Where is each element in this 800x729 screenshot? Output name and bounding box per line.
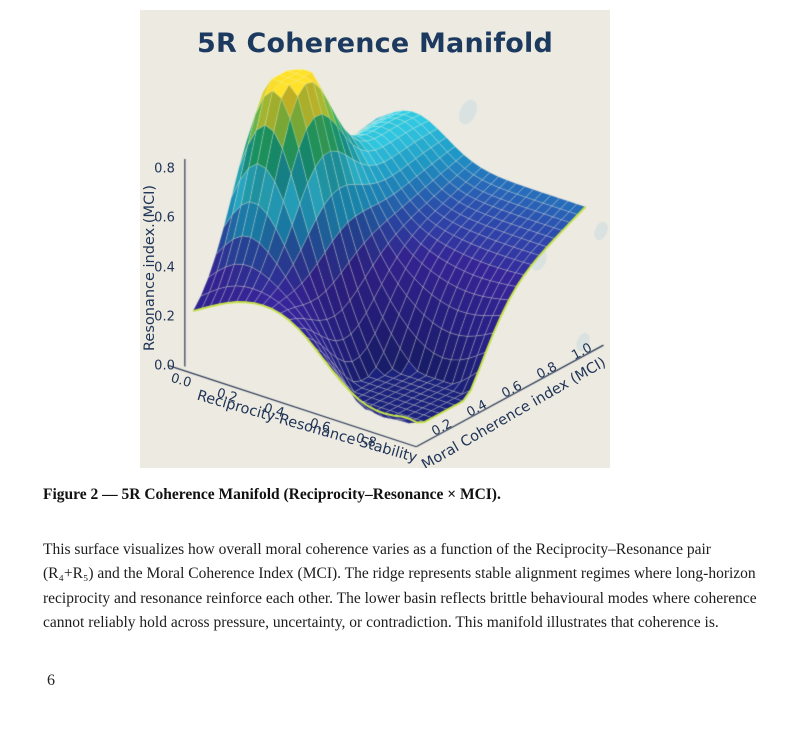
- figure-caption: Figure 2 — 5R Coherence Manifold (Recipr…: [43, 486, 501, 503]
- figure-title: 5R Coherence Manifold: [196, 28, 554, 59]
- z-tick-label: 0.6: [154, 210, 175, 226]
- body-paragraph: This surface visualizes how overall mora…: [43, 541, 757, 632]
- z-tick-label: 0.4: [154, 260, 175, 276]
- z-tick-label: 0.2: [154, 309, 175, 325]
- surface-plot-canvas: [140, 10, 610, 468]
- z-tick-label: 0.8: [154, 161, 175, 177]
- figure-panel: 5R Coherence Manifold Reciprocity-Resona…: [140, 10, 610, 468]
- page-number: 6: [47, 672, 55, 689]
- z-tick-label: 0.0: [154, 358, 175, 374]
